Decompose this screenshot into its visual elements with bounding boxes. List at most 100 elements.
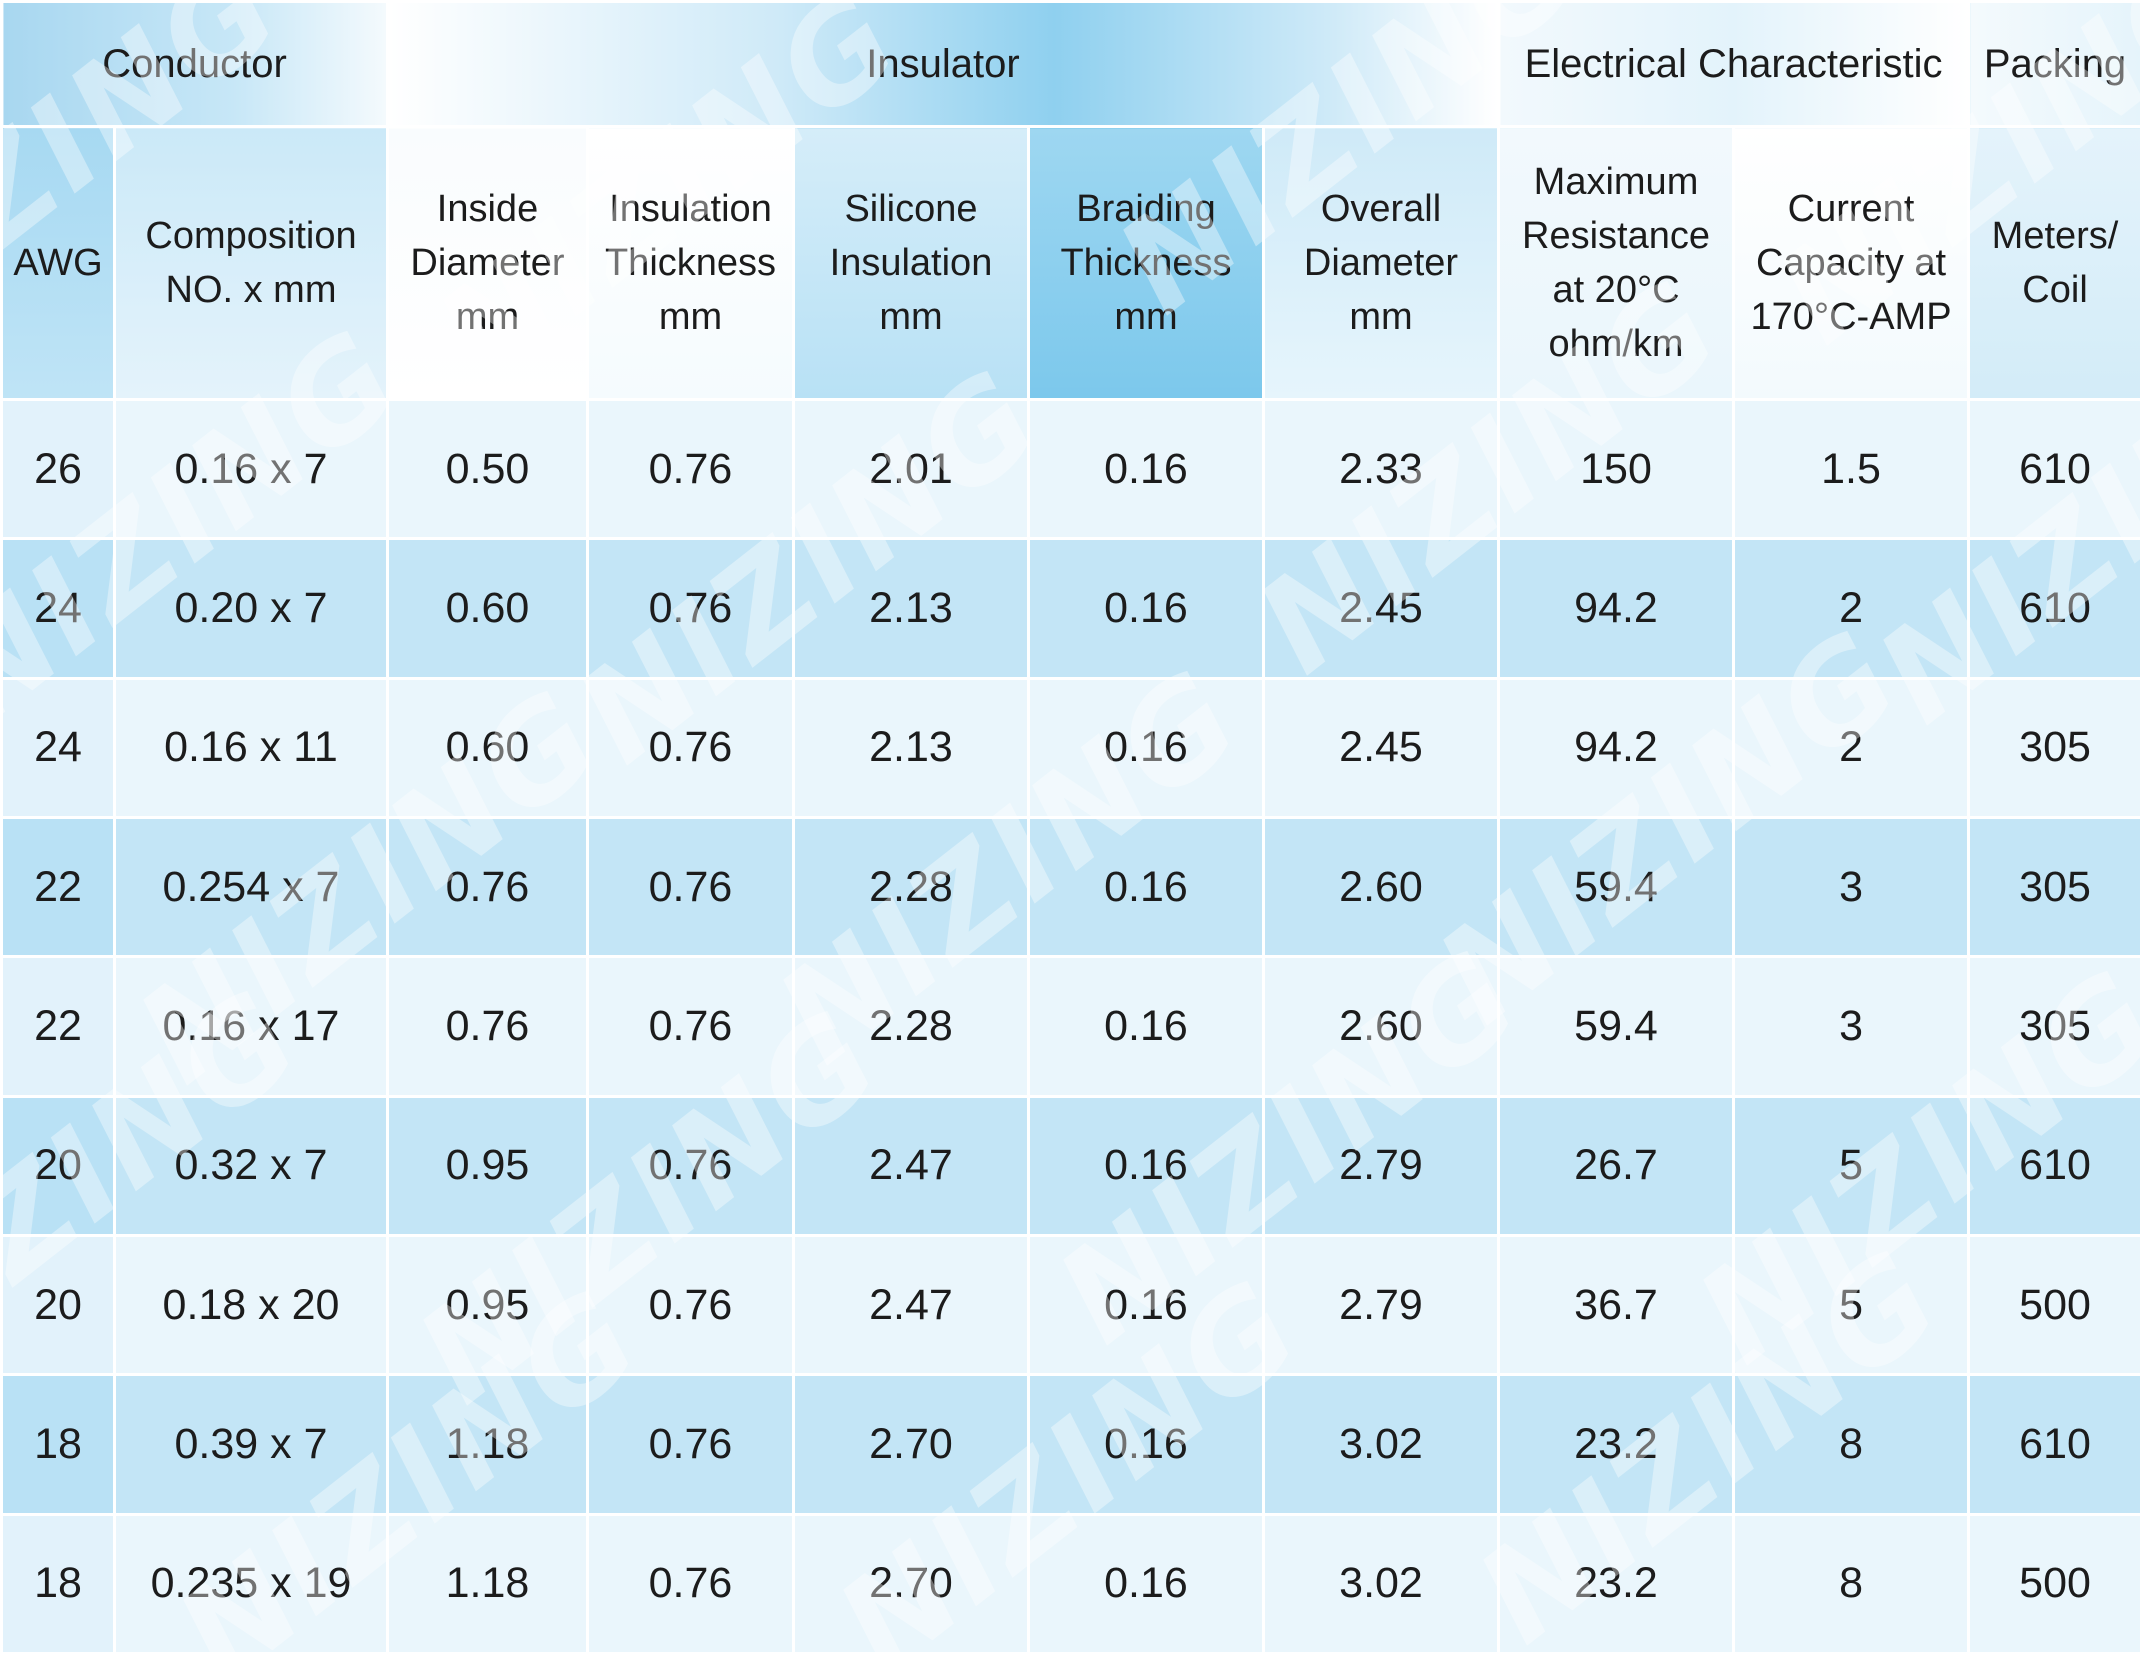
- cell-insulation-thickness: 0.76: [586, 537, 795, 680]
- cell-awg: 18: [0, 1512, 116, 1655]
- cell-max-resistance: 59.4: [1497, 815, 1736, 959]
- cell-insulation-thickness: 0.76: [586, 1373, 795, 1516]
- column-header-line: 170°C-AMP: [1750, 296, 1952, 338]
- cell-silicone-insulation: 2.13: [792, 676, 1030, 819]
- column-header-line: Maximum: [1533, 161, 1699, 203]
- cell-inside-diameter: 1.18: [386, 1512, 589, 1655]
- column-header-line: Inside: [436, 188, 539, 230]
- cell-current-capacity: 8: [1732, 1512, 1971, 1655]
- column-header-line: Overall: [1320, 188, 1442, 230]
- cell-meters-coil: 610: [1967, 1373, 2140, 1516]
- cell-braiding-thickness: 0.16: [1027, 537, 1265, 680]
- column-header-line: Composition: [145, 215, 357, 257]
- group-header-electrical: Electrical Characteristic: [1497, 0, 1971, 128]
- table-row: 24 0.16 x 11 0.60 0.76 2.13 0.16 2.45 94.2 2 305: [0, 676, 2140, 819]
- column-header-line: NO. x mm: [165, 269, 337, 311]
- column-header-row: AWG Composition NO. x mm Inside Diameter mm…: [0, 125, 2140, 401]
- cell-silicone-insulation: 2.28: [792, 815, 1030, 959]
- cell-braiding-thickness: 0.16: [1027, 676, 1265, 819]
- cell-meters-coil: 610: [1967, 397, 2140, 541]
- column-header-line: AWG: [13, 242, 103, 284]
- column-header-line: Thickness: [1060, 242, 1232, 284]
- column-header-line: mm: [879, 296, 943, 338]
- column-header-line: at 20°C: [1552, 269, 1680, 311]
- cell-awg: 24: [0, 676, 116, 819]
- column-header-line: Current: [1787, 188, 1915, 230]
- cell-meters-coil: 500: [1967, 1512, 2140, 1655]
- cell-composition: 0.16 x 7: [113, 397, 389, 541]
- cell-braiding-thickness: 0.16: [1027, 955, 1265, 1098]
- cell-braiding-thickness: 0.16: [1027, 1094, 1265, 1237]
- cell-meters-coil: 500: [1967, 1233, 2140, 1377]
- cell-overall-diameter: 2.45: [1261, 676, 1501, 819]
- cell-inside-diameter: 0.60: [386, 537, 589, 680]
- cell-current-capacity: 5: [1732, 1233, 1971, 1377]
- group-header-insulator: Insulator: [385, 0, 1501, 128]
- cell-current-capacity: 3: [1732, 815, 1971, 959]
- cell-max-resistance: 59.4: [1497, 955, 1736, 1098]
- column-header-line: mm: [1114, 296, 1178, 338]
- column-header-insulation-thickness: Insulation Thickness mm: [586, 125, 795, 401]
- cell-awg: 26: [0, 397, 116, 541]
- cell-overall-diameter: 2.60: [1261, 955, 1501, 1098]
- cell-composition: 0.32 x 7: [113, 1094, 389, 1237]
- cell-insulation-thickness: 0.76: [586, 1233, 795, 1377]
- table-row: 22 0.16 x 17 0.76 0.76 2.28 0.16 2.60 59.4 3 305: [0, 955, 2140, 1098]
- column-header-overall-diameter: Overall Diameter mm: [1261, 125, 1501, 401]
- cell-awg: 18: [0, 1373, 116, 1516]
- cell-silicone-insulation: 2.47: [792, 1094, 1030, 1237]
- cell-max-resistance: 23.2: [1497, 1512, 1736, 1655]
- column-header-max-resistance: Maximum Resistance at 20°C ohm/km: [1497, 125, 1736, 401]
- cell-overall-diameter: 2.45: [1261, 537, 1501, 680]
- table-row: 26 0.16 x 7 0.50 0.76 2.01 0.16 2.33 150 1.5 610: [0, 397, 2140, 541]
- column-header-composition: Composition NO. x mm: [113, 125, 389, 401]
- column-header-awg: AWG: [0, 125, 116, 401]
- cell-max-resistance: 36.7: [1497, 1233, 1736, 1377]
- cell-silicone-insulation: 2.47: [792, 1233, 1030, 1377]
- column-header-line: Thickness: [604, 242, 777, 284]
- column-header-line: ohm/km: [1548, 323, 1684, 365]
- cell-composition: 0.235 x 19: [113, 1512, 389, 1655]
- cell-meters-coil: 610: [1967, 1094, 2140, 1237]
- cell-inside-diameter: 0.50: [386, 397, 589, 541]
- cell-inside-diameter: 0.60: [386, 676, 589, 819]
- table-row: 22 0.254 x 7 0.76 0.76 2.28 0.16 2.60 59.4 3 305: [0, 815, 2140, 959]
- cell-braiding-thickness: 0.16: [1027, 1512, 1265, 1655]
- cell-composition: 0.18 x 20: [113, 1233, 389, 1377]
- cell-composition: 0.254 x 7: [113, 815, 389, 959]
- cell-insulation-thickness: 0.76: [586, 815, 795, 959]
- cell-silicone-insulation: 2.70: [792, 1512, 1030, 1655]
- table-row: 20 0.18 x 20 0.95 0.76 2.47 0.16 2.79 36.7 5 500: [0, 1233, 2140, 1377]
- column-header-line: Coil: [2022, 269, 2088, 311]
- cell-max-resistance: 26.7: [1497, 1094, 1736, 1237]
- cell-meters-coil: 305: [1967, 815, 2140, 959]
- cell-max-resistance: 23.2: [1497, 1373, 1736, 1516]
- cell-silicone-insulation: 2.70: [792, 1373, 1030, 1516]
- column-header-line: Diameter: [1303, 242, 1459, 284]
- cell-silicone-insulation: 2.01: [792, 397, 1030, 541]
- column-header-line: Capacity at: [1755, 242, 1947, 284]
- cell-current-capacity: 3: [1732, 955, 1971, 1098]
- cell-awg: 20: [0, 1094, 116, 1237]
- cell-composition: 0.16 x 11: [113, 676, 389, 819]
- column-header-line: Braiding: [1076, 188, 1216, 230]
- cell-current-capacity: 8: [1732, 1373, 1971, 1516]
- cell-inside-diameter: 0.95: [386, 1233, 589, 1377]
- group-header-packing: Packing: [1967, 0, 2140, 128]
- column-header-silicone-insulation: Silicone Insulation mm: [792, 125, 1030, 401]
- column-header-line: Resistance: [1522, 215, 1710, 257]
- table-body: 26 0.16 x 7 0.50 0.76 2.01 0.16 2.33 150 1.5 610 2…: [0, 397, 2140, 1655]
- cell-braiding-thickness: 0.16: [1027, 1233, 1265, 1377]
- cell-current-capacity: 2: [1732, 537, 1971, 680]
- column-header-inside-diameter: Inside Diameter mm: [386, 125, 589, 401]
- cell-inside-diameter: 0.76: [386, 815, 589, 959]
- cell-inside-diameter: 0.76: [386, 955, 589, 1098]
- column-header-line: Insulation: [609, 188, 772, 230]
- cell-overall-diameter: 2.33: [1261, 397, 1501, 541]
- cell-overall-diameter: 2.60: [1261, 815, 1501, 959]
- cell-braiding-thickness: 0.16: [1027, 397, 1265, 541]
- cell-composition: 0.20 x 7: [113, 537, 389, 680]
- cell-awg: 20: [0, 1233, 116, 1377]
- cell-awg: 22: [0, 815, 116, 959]
